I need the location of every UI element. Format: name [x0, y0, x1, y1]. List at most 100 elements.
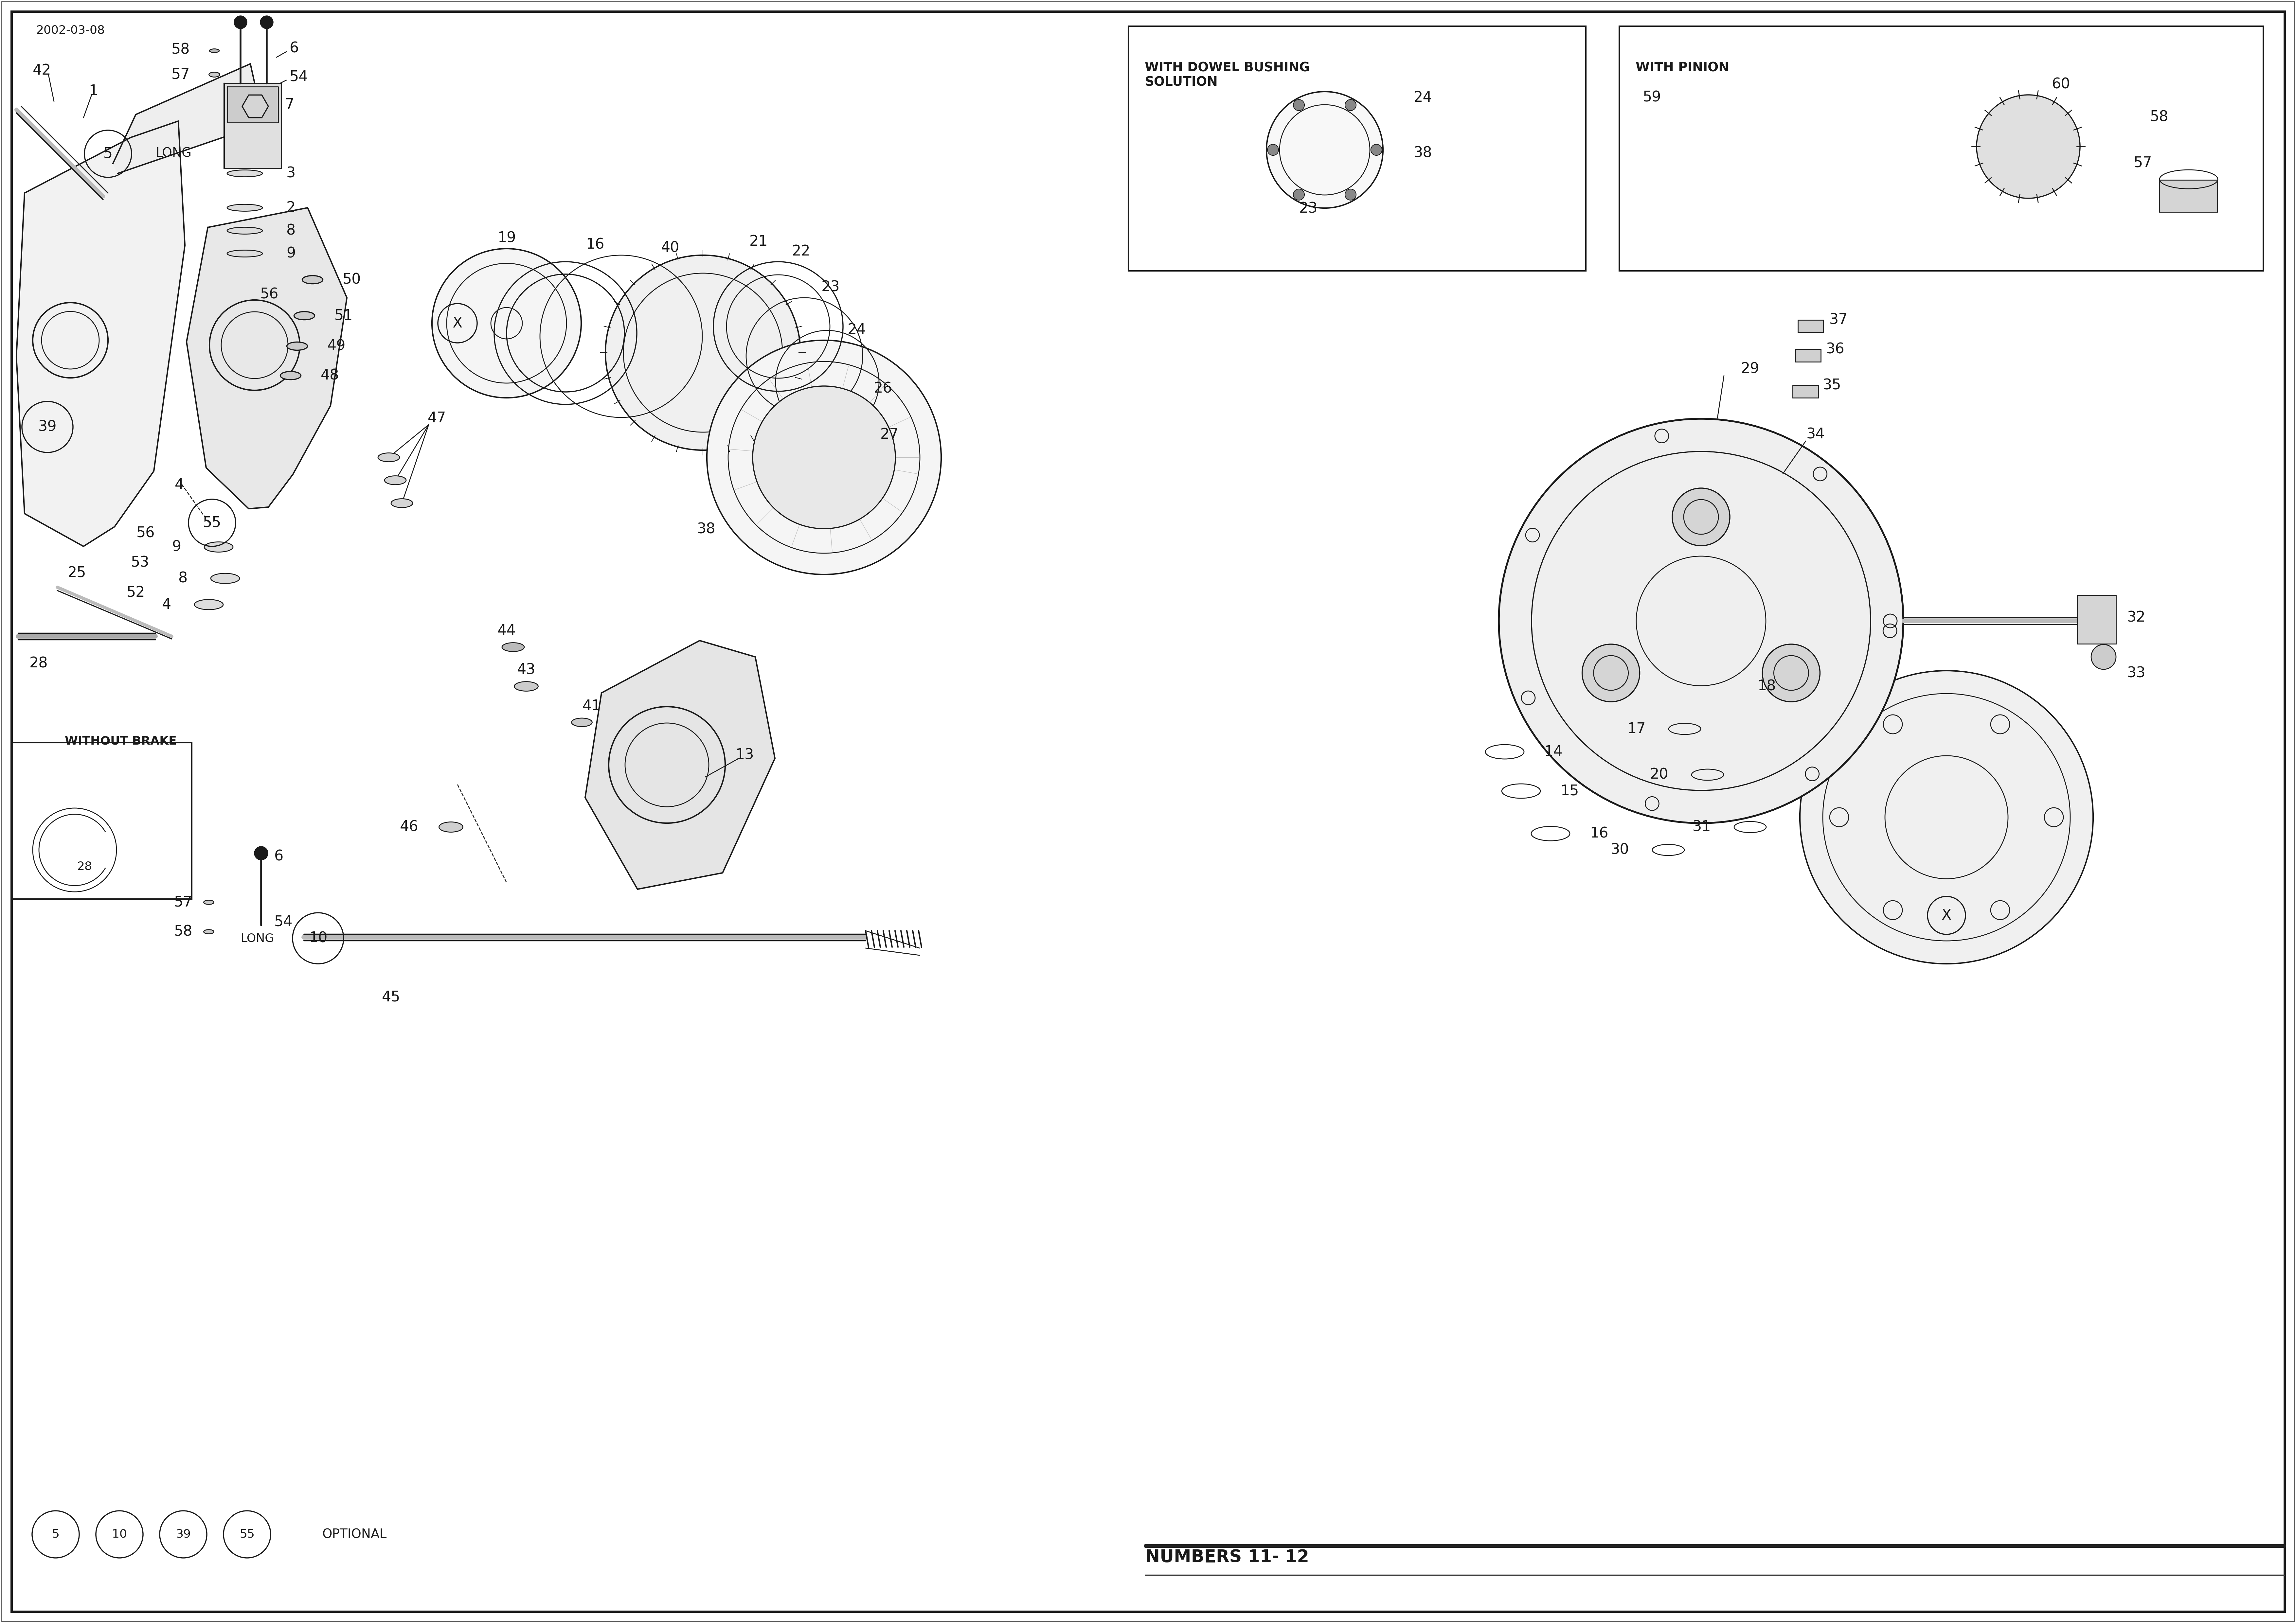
Text: 28: 28	[76, 860, 92, 872]
Text: 10: 10	[113, 1529, 126, 1540]
Polygon shape	[585, 641, 776, 889]
Text: 15: 15	[1561, 784, 1580, 799]
Polygon shape	[16, 122, 186, 547]
Ellipse shape	[227, 250, 262, 256]
Text: 1: 1	[90, 84, 99, 97]
Ellipse shape	[227, 227, 262, 234]
Text: 27: 27	[879, 427, 898, 441]
Polygon shape	[186, 208, 347, 508]
Text: 4: 4	[163, 597, 172, 612]
Ellipse shape	[514, 682, 537, 691]
Ellipse shape	[503, 643, 523, 651]
Text: 38: 38	[1414, 146, 1433, 161]
Text: 51: 51	[335, 308, 354, 323]
Bar	[1795, 349, 1821, 362]
Text: 23: 23	[822, 281, 840, 294]
Text: 45: 45	[381, 990, 400, 1005]
Text: 57: 57	[174, 896, 193, 909]
Text: 48: 48	[321, 368, 340, 383]
Text: 55: 55	[202, 516, 220, 529]
Text: 19: 19	[498, 230, 517, 245]
Text: 42: 42	[32, 63, 51, 78]
Circle shape	[1371, 144, 1382, 156]
Text: 44: 44	[498, 623, 517, 638]
Text: 5: 5	[53, 1529, 60, 1540]
Text: 29: 29	[1740, 362, 1759, 377]
Text: 3: 3	[287, 166, 296, 180]
Text: 56: 56	[135, 526, 154, 540]
Ellipse shape	[209, 49, 218, 52]
Circle shape	[1499, 419, 1903, 823]
Text: 18: 18	[1756, 680, 1775, 693]
Polygon shape	[241, 96, 269, 117]
Text: 8: 8	[179, 571, 188, 586]
Circle shape	[2092, 644, 2117, 669]
Ellipse shape	[195, 599, 223, 610]
Text: 56: 56	[259, 287, 278, 302]
Ellipse shape	[303, 276, 324, 284]
Text: 24: 24	[847, 323, 866, 338]
Ellipse shape	[204, 901, 214, 904]
Circle shape	[259, 16, 273, 29]
Circle shape	[1345, 188, 1357, 200]
Bar	[1793, 385, 1818, 398]
Text: NUMBERS 11- 12: NUMBERS 11- 12	[1146, 1548, 1309, 1566]
Text: LONG: LONG	[156, 148, 191, 159]
Text: 36: 36	[1825, 342, 1844, 357]
Circle shape	[1293, 188, 1304, 200]
Text: 28: 28	[30, 656, 48, 670]
Text: 54: 54	[289, 70, 308, 84]
Text: LONG: LONG	[241, 933, 273, 945]
Text: 21: 21	[748, 234, 767, 248]
Text: 53: 53	[131, 555, 149, 570]
Circle shape	[1267, 91, 1382, 208]
Text: 33: 33	[2126, 667, 2144, 680]
Text: 59: 59	[1642, 91, 1662, 104]
Text: 2002-03-08: 2002-03-08	[37, 24, 106, 36]
Circle shape	[707, 341, 941, 575]
Text: 8: 8	[287, 224, 296, 237]
Text: OPTIONAL: OPTIONAL	[321, 1529, 388, 1540]
Circle shape	[432, 248, 581, 398]
Text: 58: 58	[2149, 110, 2167, 123]
Text: 22: 22	[792, 243, 810, 258]
Circle shape	[1671, 489, 1729, 545]
Circle shape	[1763, 644, 1821, 701]
Ellipse shape	[383, 476, 406, 485]
Text: 40: 40	[661, 240, 680, 255]
Text: 38: 38	[698, 523, 716, 536]
Ellipse shape	[280, 372, 301, 380]
Circle shape	[753, 386, 895, 529]
Ellipse shape	[204, 542, 232, 552]
Circle shape	[1800, 670, 2094, 964]
Text: 57: 57	[2133, 156, 2151, 170]
Text: 25: 25	[67, 566, 87, 579]
Ellipse shape	[287, 342, 308, 351]
Text: 10: 10	[310, 932, 328, 945]
Bar	[1127, 26, 1587, 271]
Circle shape	[255, 846, 269, 860]
Text: 17: 17	[1628, 722, 1646, 735]
Circle shape	[1293, 99, 1304, 110]
Polygon shape	[225, 83, 282, 169]
Text: 32: 32	[2126, 610, 2144, 625]
Bar	[2158, 180, 2218, 213]
Text: 41: 41	[583, 700, 602, 712]
Bar	[1619, 26, 2264, 271]
Text: X: X	[452, 316, 461, 329]
Circle shape	[1267, 144, 1279, 156]
Text: 6: 6	[289, 41, 298, 55]
Text: 9: 9	[287, 247, 296, 261]
Bar	[1798, 320, 1823, 333]
Text: 52: 52	[126, 586, 145, 601]
Text: 20: 20	[1651, 768, 1669, 782]
Text: 14: 14	[1543, 745, 1561, 760]
Text: 30: 30	[1609, 842, 1630, 857]
Text: 46: 46	[400, 820, 418, 834]
Ellipse shape	[204, 930, 214, 933]
Polygon shape	[227, 86, 278, 123]
Text: 6: 6	[273, 849, 282, 863]
Ellipse shape	[211, 573, 239, 584]
Ellipse shape	[572, 717, 592, 727]
Text: 60: 60	[2053, 78, 2071, 91]
